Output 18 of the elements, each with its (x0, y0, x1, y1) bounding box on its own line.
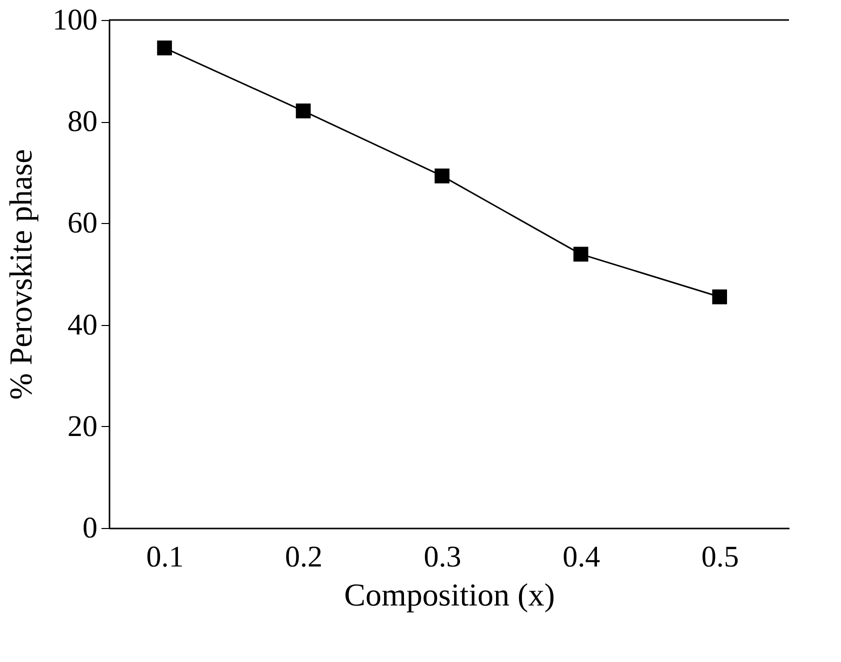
x-tick-label: 0.3 (424, 540, 462, 574)
y-tick-label: 0 (82, 512, 98, 544)
x-tick-label: 0.4 (562, 540, 600, 574)
point (712, 289, 728, 304)
y-tick-label: 60 (68, 206, 98, 240)
point (157, 40, 172, 56)
y-tick-label: 40 (68, 308, 98, 342)
x-tick-label: 0.5 (701, 540, 739, 574)
y-axis-title: % Perovskite phase (2, 149, 38, 400)
point (296, 104, 311, 118)
y-tick-label: 100 (52, 4, 98, 36)
y-tick-label: 80 (68, 105, 98, 138)
point (573, 246, 588, 262)
point (434, 168, 450, 184)
x-tick-label: 0.1 (146, 540, 184, 574)
x-axis-title: Composition (x) (344, 576, 555, 612)
y-tick-label: 20 (68, 410, 98, 443)
x-tick-label: 0.2 (285, 540, 323, 574)
